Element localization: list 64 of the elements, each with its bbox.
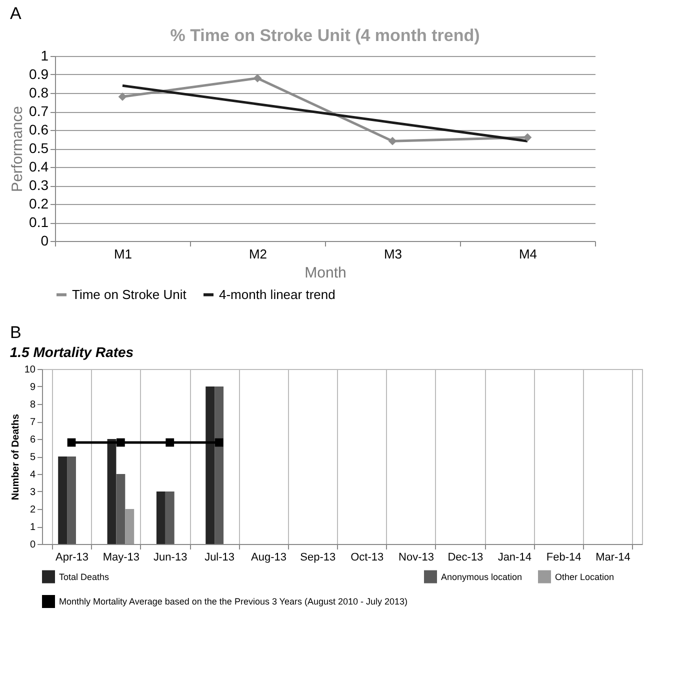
bar: [58, 456, 68, 544]
y-tick-label: 0.5: [29, 140, 49, 156]
bar: [67, 456, 76, 544]
y-tick-label: 1: [40, 48, 49, 64]
text: B: [10, 323, 22, 342]
y-axis-title: Performance: [9, 106, 26, 192]
legend-label: Time on Stroke Unit: [72, 286, 187, 302]
text: A: [10, 4, 22, 23]
x-tick-label: Sep-13: [300, 552, 336, 564]
x-tick-label: M4: [518, 246, 538, 262]
x-tick-label: Aug-13: [250, 552, 286, 564]
point: [253, 74, 262, 82]
y-tick-label: 0.8: [29, 84, 49, 100]
x-tick-label: Oct-13: [350, 552, 384, 564]
x-axis-title: Month: [304, 264, 346, 282]
legend-label: Total Deaths: [59, 572, 110, 582]
bar: [214, 386, 224, 544]
x-tick-label: Mar-14: [596, 552, 630, 564]
x-tick-label: M3: [384, 246, 402, 262]
y-tick-label: 10: [24, 364, 36, 376]
bar: [165, 492, 174, 544]
bar: [206, 386, 215, 544]
x-tick-label: Jan-14: [498, 552, 532, 564]
legend-label: Anonymous location: [441, 572, 522, 582]
legend-label: Monthly Mortality Average based on the the Previous 3 Years (August 2010 - July 2013): [59, 596, 408, 606]
chart-title: % Time on Stroke Unit (4 month trend): [170, 26, 480, 45]
x-tick-label: May-13: [102, 552, 140, 564]
x-tick-label: M1: [114, 246, 132, 262]
y-tick-label: 3: [30, 487, 36, 498]
bar: [125, 509, 134, 544]
y-tick-label: 0.3: [29, 177, 49, 193]
legend-label: Other Location: [555, 572, 614, 582]
bar: [107, 439, 116, 544]
y-tick-label: 5: [30, 452, 36, 463]
point: [523, 133, 532, 142]
y-tick-label: 0.6: [29, 122, 49, 138]
x-tick-label: Jul-13: [204, 552, 235, 564]
y-tick-label: 0.9: [29, 66, 49, 82]
bar: [116, 474, 126, 544]
y-tick-label: 4: [30, 470, 36, 480]
y-tick-label: 2: [30, 504, 36, 516]
y-tick-label: 8: [30, 400, 36, 410]
y-tick-label: 0.2: [29, 196, 49, 212]
point: [118, 92, 127, 101]
x-tick-label: Jun-13: [154, 552, 188, 564]
bar: [156, 492, 166, 544]
y-tick-label: 0: [30, 540, 36, 550]
x-tick-label: Feb-14: [546, 552, 582, 564]
y-tick-label: 7: [30, 417, 36, 428]
y-tick-label: 0.1: [29, 214, 49, 230]
y-tick-label: 1: [30, 522, 36, 533]
point: [388, 136, 397, 146]
x-tick-label: Apr-13: [55, 552, 89, 564]
y-tick-label: 9: [30, 382, 36, 393]
chart-title: 1.5 Mortality Rates: [10, 344, 134, 360]
y-tick-label: 0.7: [29, 103, 49, 119]
x-tick-label: M2: [248, 246, 268, 262]
y-axis-title: Number of Deaths: [10, 414, 22, 500]
x-tick-label: Dec-13: [448, 552, 484, 564]
y-tick-label: 0: [40, 232, 49, 248]
legend-label: 4-month linear trend: [219, 286, 336, 302]
y-tick-label: 0.4: [29, 158, 49, 174]
x-tick-label: Nov-13: [398, 552, 434, 564]
y-tick-label: 6: [30, 434, 36, 446]
